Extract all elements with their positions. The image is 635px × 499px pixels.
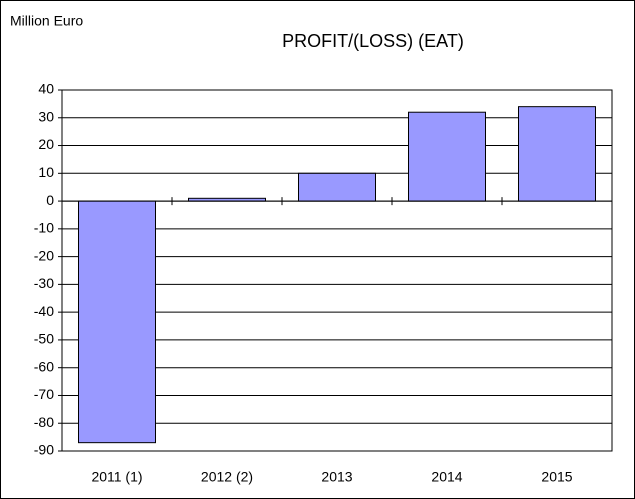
bar [408, 111, 486, 202]
x-tick-label: 2012 (2) [201, 469, 253, 485]
y-tick-label: -80 [34, 414, 54, 430]
x-tick-label: 2015 [541, 469, 572, 485]
y-tick-label: -60 [34, 358, 54, 374]
y-tick-label: 0 [46, 192, 54, 208]
y-tick-label: -30 [34, 275, 54, 291]
y-tick-label: -40 [34, 303, 54, 319]
y-tick-label: -50 [34, 331, 54, 347]
bar [78, 200, 156, 444]
bar [518, 106, 596, 202]
x-tick-label: 2013 [321, 469, 352, 485]
y-tick-label: -70 [34, 386, 54, 402]
unit-label: Million Euro [10, 13, 83, 29]
chart-title: PROFIT/(LOSS) (EAT) [282, 31, 464, 51]
y-tick-label: -20 [34, 247, 54, 263]
y-tick-label: 30 [38, 108, 54, 124]
y-tick-label: 40 [38, 81, 54, 97]
x-tick-label: 2014 [431, 469, 462, 485]
y-tick-label: -10 [34, 220, 54, 236]
y-tick-label: 10 [38, 164, 54, 180]
x-tick-label: 2011 (1) [91, 469, 142, 485]
bar [298, 172, 376, 202]
y-tick-label: 20 [38, 136, 54, 152]
y-tick-label: -90 [34, 442, 54, 458]
